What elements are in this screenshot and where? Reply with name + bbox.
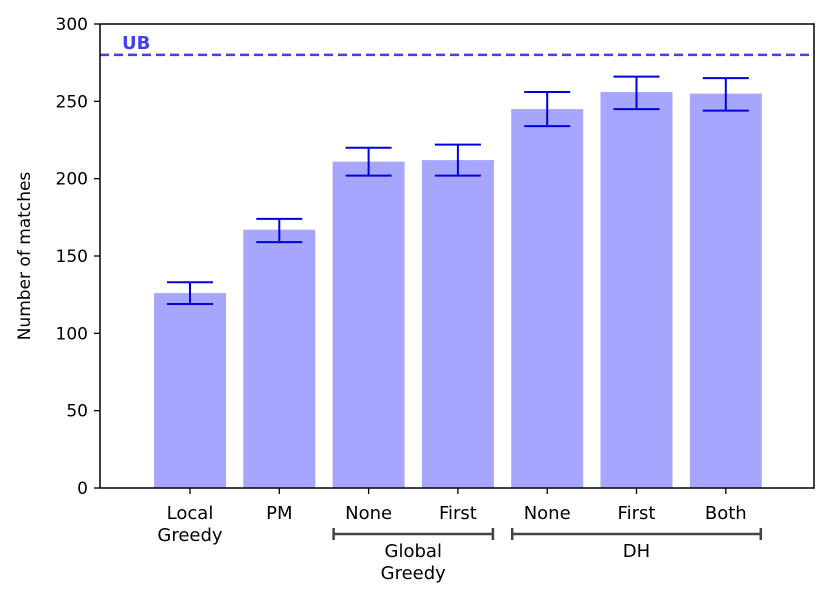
- x-tick-label: None: [345, 503, 392, 524]
- group-label: DH: [623, 541, 650, 562]
- y-tick-label: 250: [56, 92, 88, 112]
- bar: [332, 161, 405, 489]
- bar: [154, 293, 226, 488]
- group-label: Global Greedy: [381, 541, 447, 584]
- y-tick-label: 100: [56, 324, 88, 344]
- y-tick-label: 300: [56, 15, 88, 35]
- y-tick-label: 0: [77, 479, 88, 499]
- bar: [421, 160, 494, 488]
- plot-area: UB 0 50 100 150 200 250 300 Local Greedy PM None Fir…: [15, 15, 815, 584]
- x-tick-label: First: [618, 503, 656, 524]
- x-tick-label: None: [524, 503, 571, 524]
- bar: [243, 229, 316, 488]
- y-axis-label: Number of matches: [15, 172, 35, 341]
- x-tick-label: Both: [705, 503, 747, 524]
- y-tick-label: 50: [66, 402, 88, 422]
- y-tick-label: 150: [56, 247, 88, 267]
- ub-label: UB: [122, 33, 150, 54]
- bar: [600, 92, 673, 488]
- x-tick-label: First: [439, 503, 477, 524]
- y-tick-label: 200: [56, 170, 88, 190]
- bar: [511, 109, 584, 489]
- x-tick-label: PM: [266, 503, 292, 524]
- bar: [689, 93, 762, 488]
- x-tick-label: Local Greedy: [157, 503, 223, 546]
